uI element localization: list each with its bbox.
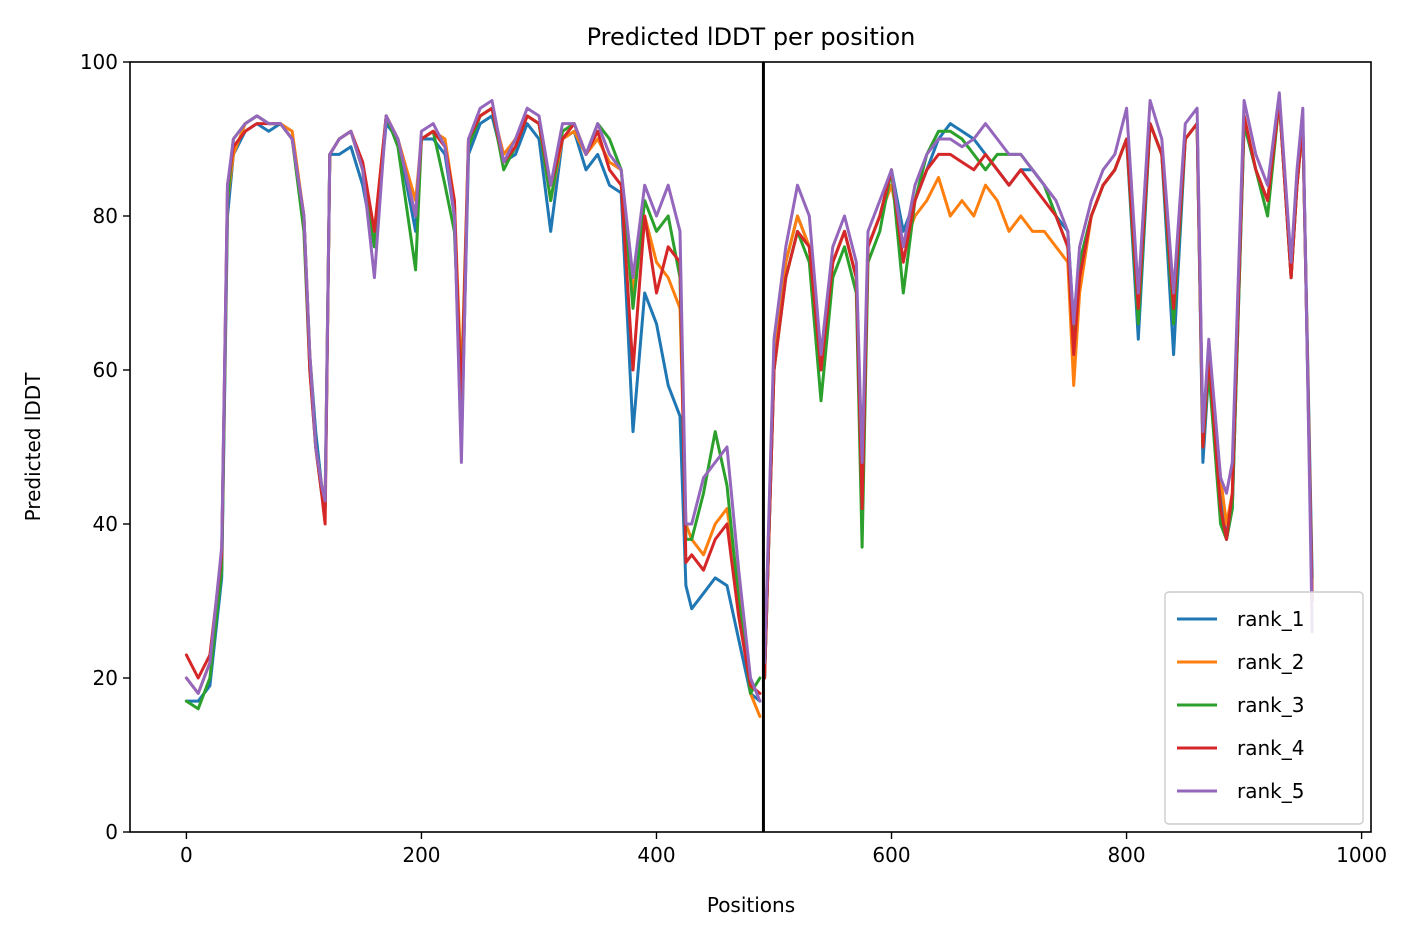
legend-label: rank_2: [1237, 650, 1304, 674]
y-tick-label: 20: [93, 666, 118, 690]
series-line-rank_2: [184, 106, 762, 718]
x-axis-title: Positions: [707, 893, 795, 917]
plot-area: 0 200 400 600 800 1000 0 20 40 60 80 100: [80, 50, 1387, 867]
series-line-rank_3: [184, 106, 762, 711]
x-tick-label: 200: [402, 843, 440, 867]
legend-label: rank_4: [1237, 736, 1304, 760]
y-tick-label: 80: [93, 204, 118, 228]
legend-box: [1164, 591, 1364, 825]
y-tick-label: 40: [93, 512, 118, 536]
x-tick-label: 1000: [1336, 843, 1387, 867]
series-line-rank_5: [184, 99, 762, 703]
series-line-rank_2-b: [763, 99, 1314, 665]
legend: rank_1 rank_2 rank_3 rank_4 rank_5: [1164, 591, 1364, 825]
legend-label: rank_3: [1237, 693, 1304, 717]
y-tick-label: 60: [93, 358, 118, 382]
x-tick-label: 400: [637, 843, 675, 867]
y-axis-title: Predicted lDDT: [21, 372, 45, 522]
series-line-rank_5-b: [763, 91, 1314, 665]
x-tick-label: 0: [180, 843, 193, 867]
chart-title: Predicted lDDT per position: [587, 23, 916, 51]
x-tick-label: 600: [872, 843, 910, 867]
legend-label: rank_5: [1237, 779, 1304, 803]
legend-label: rank_1: [1237, 607, 1304, 631]
plot-frame: [129, 61, 1372, 833]
x-tick-label: 800: [1107, 843, 1145, 867]
y-tick-label: 0: [105, 820, 118, 844]
y-tick-label: 100: [80, 50, 118, 74]
